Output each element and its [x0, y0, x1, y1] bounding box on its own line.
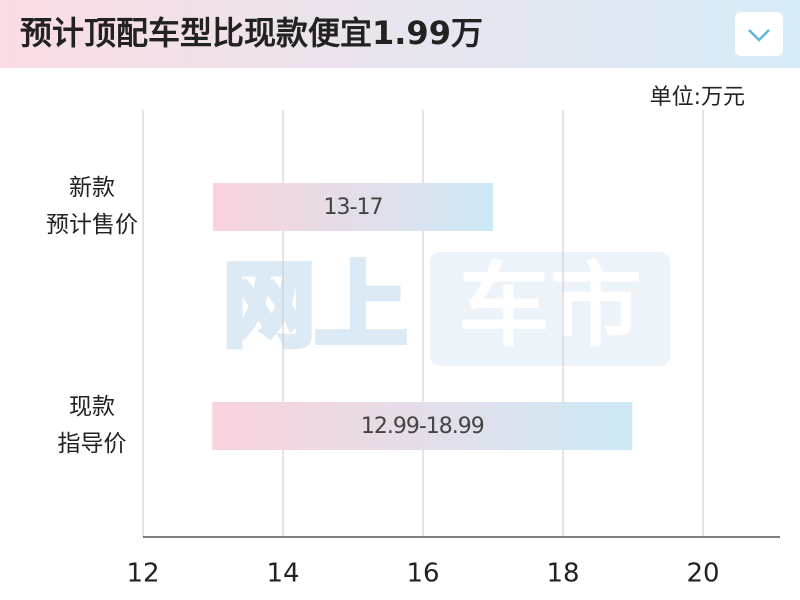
- x-tick-label: 12: [126, 559, 159, 589]
- range-bar: [212, 402, 633, 450]
- dropdown-button[interactable]: [735, 12, 783, 56]
- x-tick-label: 16: [406, 559, 439, 589]
- header: [0, 0, 800, 68]
- value-label: 12.99-18.99: [361, 414, 484, 439]
- category-label: 预计售价: [46, 212, 138, 238]
- watermark-box: [430, 252, 670, 366]
- category-label: 新款: [69, 175, 115, 201]
- category-label: 指导价: [58, 431, 127, 457]
- unit-label: 单位:万元: [650, 85, 745, 110]
- chevron-icon: [748, 29, 770, 42]
- watermark: 网上 车市: [220, 249, 670, 366]
- watermark-text: 车市: [458, 252, 642, 359]
- range-bar: [213, 183, 493, 231]
- x-tick-label: 18: [546, 559, 579, 589]
- x-tick-label: 20: [686, 559, 719, 589]
- chart-title: 预计顶配车型比现款便宜1.99万: [20, 14, 483, 52]
- watermark-text: 网上: [223, 252, 407, 359]
- category-label: 现款: [69, 394, 115, 420]
- value-label: 13-17: [324, 195, 383, 220]
- x-tick-label: 14: [266, 559, 299, 589]
